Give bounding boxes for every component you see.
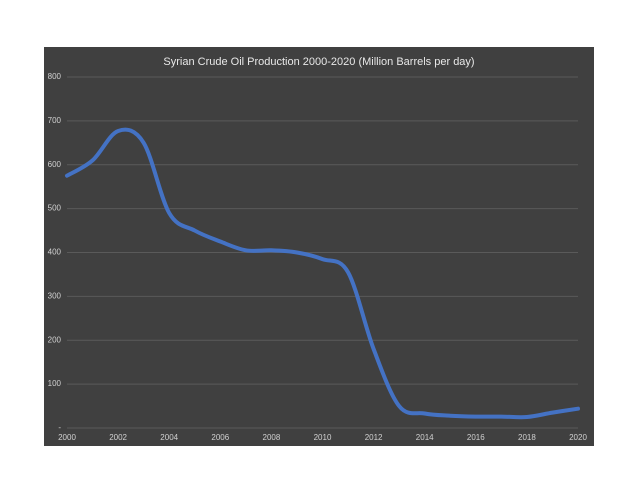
x-tick-label: 2002 — [109, 433, 127, 442]
y-tick-label: 800 — [48, 72, 62, 81]
x-tick-label: 2006 — [211, 433, 229, 442]
y-tick-label: 100 — [48, 379, 62, 388]
x-tick-label: 2020 — [569, 433, 587, 442]
chart-title: Syrian Crude Oil Production 2000-2020 (M… — [163, 56, 474, 68]
x-tick-label: 2016 — [467, 433, 485, 442]
chart-background — [44, 47, 594, 446]
y-tick-label: 200 — [48, 335, 62, 344]
y-tick-label: 600 — [48, 160, 62, 169]
x-tick-label: 2010 — [314, 433, 332, 442]
x-tick-label: 2012 — [365, 433, 383, 442]
y-tick-label: 300 — [48, 291, 62, 300]
x-tick-label: 2008 — [263, 433, 281, 442]
x-tick-label: 2000 — [58, 433, 76, 442]
x-tick-label: 2018 — [518, 433, 536, 442]
y-tick-label: 400 — [48, 248, 62, 257]
x-tick-label: 2014 — [416, 433, 434, 442]
y-tick-label: - — [58, 423, 61, 432]
y-tick-label: 500 — [48, 204, 62, 213]
y-tick-label: 700 — [48, 116, 62, 125]
x-tick-label: 2004 — [160, 433, 178, 442]
line-series — [65, 127, 580, 420]
